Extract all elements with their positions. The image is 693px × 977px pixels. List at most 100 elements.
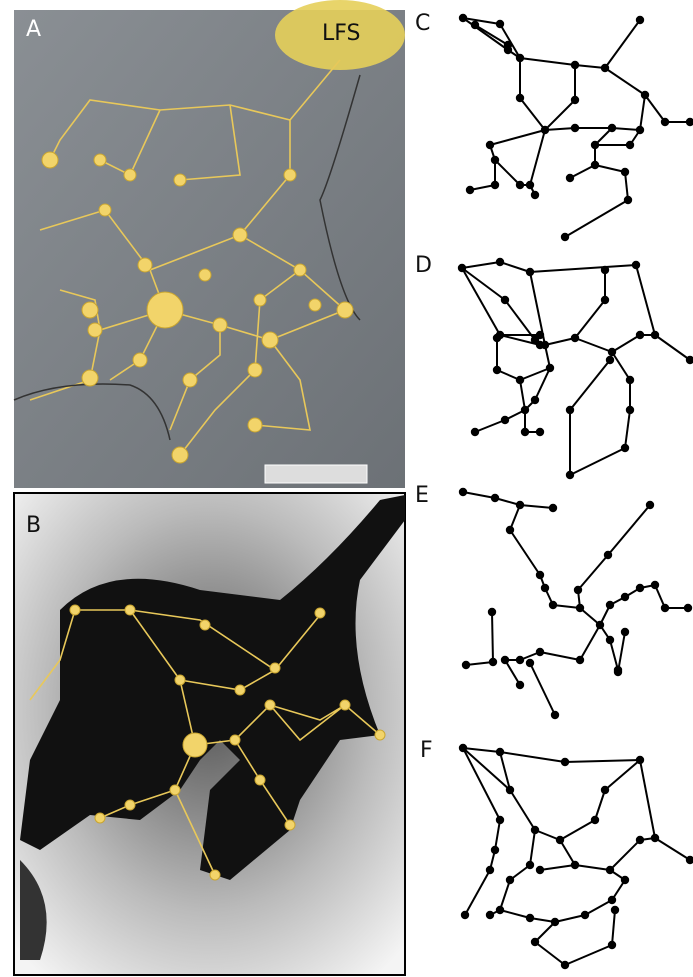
edge <box>640 95 645 130</box>
node <box>459 488 467 496</box>
node <box>561 961 569 969</box>
edge <box>545 128 575 130</box>
node <box>621 876 629 884</box>
panel-label: F <box>420 738 433 763</box>
node <box>546 364 554 372</box>
edge <box>500 752 565 762</box>
node <box>614 668 622 676</box>
node <box>626 141 634 149</box>
edge <box>640 760 655 838</box>
node <box>536 341 544 349</box>
edge <box>560 820 595 840</box>
edge <box>475 420 505 432</box>
edge <box>462 268 500 335</box>
node <box>516 376 524 384</box>
node <box>591 816 599 824</box>
node <box>506 786 514 794</box>
panel-label: D <box>415 253 432 278</box>
edge <box>463 492 495 498</box>
edge <box>520 58 575 65</box>
node <box>536 866 544 874</box>
node <box>566 471 574 479</box>
edge <box>655 838 690 860</box>
node <box>651 834 659 842</box>
node <box>621 628 629 636</box>
node <box>521 428 529 436</box>
edge <box>612 352 630 380</box>
edge <box>540 652 580 660</box>
node <box>606 356 614 364</box>
edge <box>625 172 628 200</box>
node <box>571 124 579 132</box>
edge <box>565 200 628 237</box>
edge <box>510 530 540 575</box>
node <box>606 866 614 874</box>
node <box>636 331 644 339</box>
node <box>501 656 509 664</box>
panel-label: A <box>26 17 41 42</box>
edge <box>605 760 640 790</box>
node <box>516 656 524 664</box>
node <box>536 331 544 339</box>
node <box>686 118 693 126</box>
node <box>496 816 504 824</box>
edge <box>560 840 575 865</box>
node <box>516 94 524 102</box>
node <box>661 604 669 612</box>
page: A LFS B C D E F (() => { const data = JS… <box>0 0 693 977</box>
edge <box>636 265 655 335</box>
edge <box>625 410 630 448</box>
node <box>561 758 569 766</box>
node <box>526 861 534 869</box>
edge <box>535 922 555 942</box>
edge <box>545 338 575 345</box>
node <box>459 14 467 22</box>
edge <box>463 748 500 820</box>
node <box>493 366 501 374</box>
node <box>471 428 479 436</box>
edge <box>575 65 605 68</box>
node <box>488 608 496 616</box>
panel-label: B <box>26 513 41 538</box>
node <box>526 659 534 667</box>
node <box>506 526 514 534</box>
node <box>516 181 524 189</box>
node <box>581 911 589 919</box>
node <box>596 621 604 629</box>
edge <box>490 130 545 145</box>
node <box>536 428 544 436</box>
node <box>504 41 512 49</box>
node <box>636 126 644 134</box>
node <box>621 593 629 601</box>
node <box>591 141 599 149</box>
edge <box>492 612 493 662</box>
node <box>571 861 579 869</box>
node <box>601 64 609 72</box>
node <box>608 124 616 132</box>
node <box>574 586 582 594</box>
node <box>556 836 564 844</box>
edge <box>500 880 510 910</box>
node <box>459 744 467 752</box>
node <box>571 96 579 104</box>
node <box>604 551 612 559</box>
edge <box>510 790 535 830</box>
edge <box>585 900 612 915</box>
node <box>601 786 609 794</box>
node <box>501 296 509 304</box>
edge <box>610 640 618 670</box>
edge <box>605 20 640 68</box>
node <box>531 826 539 834</box>
node <box>531 191 539 199</box>
node <box>632 261 640 269</box>
node <box>462 661 470 669</box>
node <box>506 876 514 884</box>
edge <box>520 505 553 508</box>
node <box>621 444 629 452</box>
node <box>636 584 644 592</box>
node <box>496 906 504 914</box>
edge <box>530 830 535 865</box>
node <box>626 376 634 384</box>
edge <box>575 338 612 352</box>
edge <box>520 380 525 410</box>
